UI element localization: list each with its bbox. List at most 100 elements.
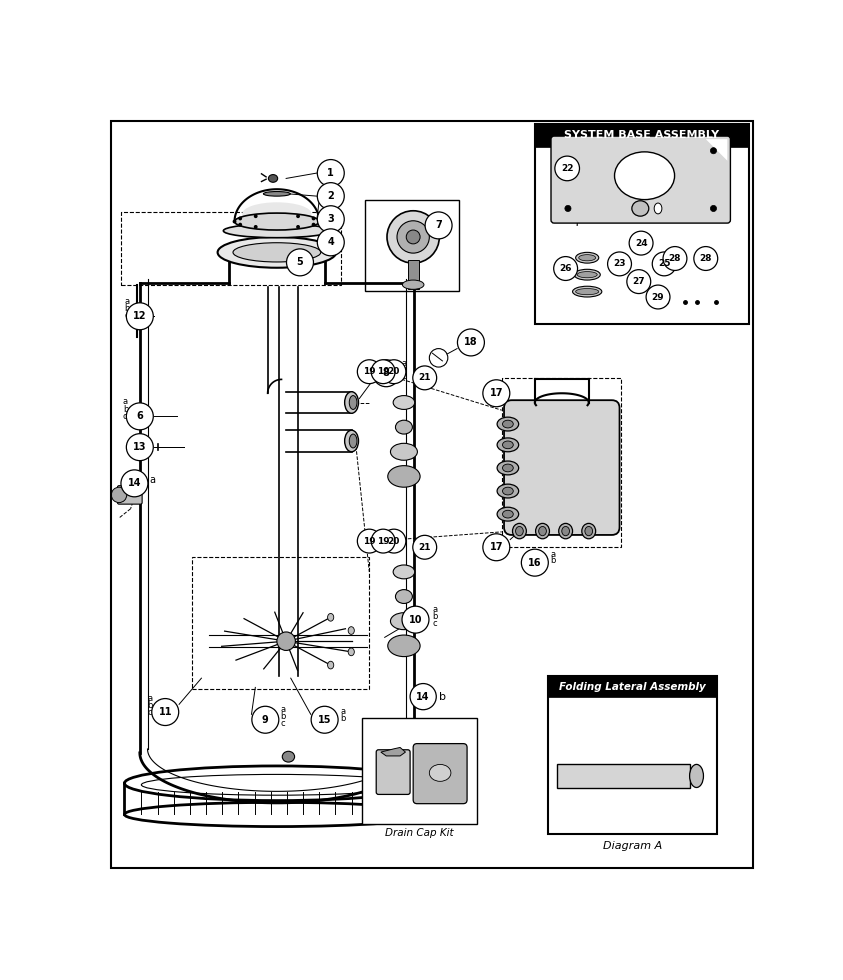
Text: 14: 14 xyxy=(416,692,430,702)
Text: 18: 18 xyxy=(464,337,478,348)
Ellipse shape xyxy=(223,223,330,238)
Circle shape xyxy=(711,206,717,212)
Ellipse shape xyxy=(242,202,312,225)
Ellipse shape xyxy=(654,203,662,214)
Text: 8: 8 xyxy=(383,368,389,378)
Text: 1: 1 xyxy=(327,168,334,178)
Text: b: b xyxy=(281,711,286,721)
Text: 28: 28 xyxy=(668,254,681,263)
Circle shape xyxy=(646,285,670,309)
Text: 27: 27 xyxy=(632,277,645,286)
Ellipse shape xyxy=(579,255,596,261)
Circle shape xyxy=(711,148,717,154)
Ellipse shape xyxy=(576,288,599,295)
Ellipse shape xyxy=(345,430,358,452)
Text: b: b xyxy=(123,405,128,414)
Bar xyxy=(557,764,690,788)
Ellipse shape xyxy=(387,211,439,264)
Text: Diagram A: Diagram A xyxy=(603,842,663,852)
Text: c: c xyxy=(401,372,406,381)
Circle shape xyxy=(296,225,300,228)
Text: c: c xyxy=(432,618,437,628)
Circle shape xyxy=(239,217,242,221)
Ellipse shape xyxy=(502,487,513,495)
Bar xyxy=(534,123,749,147)
Text: 3: 3 xyxy=(327,215,334,224)
Ellipse shape xyxy=(395,590,412,604)
Text: 20: 20 xyxy=(388,368,400,376)
Text: 20: 20 xyxy=(388,537,400,546)
Ellipse shape xyxy=(233,243,321,262)
Bar xyxy=(408,260,419,289)
Bar xyxy=(362,718,477,824)
Text: c: c xyxy=(148,709,152,717)
Text: a: a xyxy=(550,550,556,559)
Circle shape xyxy=(608,252,631,275)
Ellipse shape xyxy=(632,201,649,217)
Ellipse shape xyxy=(502,511,513,518)
Ellipse shape xyxy=(390,612,417,630)
Circle shape xyxy=(425,212,452,239)
Ellipse shape xyxy=(576,253,599,264)
Circle shape xyxy=(652,252,676,275)
Circle shape xyxy=(429,349,448,368)
Text: c: c xyxy=(123,413,127,421)
Ellipse shape xyxy=(513,523,526,539)
Circle shape xyxy=(254,225,258,228)
Text: a: a xyxy=(315,249,320,258)
Text: 17: 17 xyxy=(490,542,503,553)
Circle shape xyxy=(382,360,405,383)
Text: c: c xyxy=(281,719,286,728)
Text: b: b xyxy=(315,257,320,266)
Text: b: b xyxy=(432,612,438,621)
Text: 13: 13 xyxy=(133,442,147,452)
Polygon shape xyxy=(381,748,405,756)
Ellipse shape xyxy=(390,443,417,461)
Circle shape xyxy=(410,684,437,710)
Ellipse shape xyxy=(574,270,600,280)
Ellipse shape xyxy=(349,396,357,410)
Circle shape xyxy=(252,707,279,733)
Text: 25: 25 xyxy=(658,260,670,269)
Ellipse shape xyxy=(577,271,597,277)
Ellipse shape xyxy=(395,420,412,434)
Ellipse shape xyxy=(690,764,703,788)
Circle shape xyxy=(126,434,153,461)
Ellipse shape xyxy=(585,526,593,536)
Polygon shape xyxy=(706,139,728,161)
Text: 24: 24 xyxy=(635,238,647,248)
Circle shape xyxy=(373,360,400,387)
Circle shape xyxy=(371,360,395,383)
Text: b: b xyxy=(340,714,346,723)
Circle shape xyxy=(311,707,338,733)
Circle shape xyxy=(126,403,153,430)
Circle shape xyxy=(357,360,381,383)
Circle shape xyxy=(317,220,321,223)
Text: 21: 21 xyxy=(418,543,431,552)
Ellipse shape xyxy=(393,396,415,410)
Ellipse shape xyxy=(388,635,420,657)
Ellipse shape xyxy=(572,286,602,297)
Ellipse shape xyxy=(328,613,334,621)
Circle shape xyxy=(152,699,179,725)
Text: a: a xyxy=(401,359,407,368)
Text: a: a xyxy=(150,475,156,485)
Circle shape xyxy=(317,160,344,186)
Text: 19: 19 xyxy=(363,368,376,376)
Ellipse shape xyxy=(535,523,550,539)
Circle shape xyxy=(663,247,687,270)
Text: 2: 2 xyxy=(327,191,334,201)
Ellipse shape xyxy=(615,152,674,200)
Circle shape xyxy=(458,329,485,356)
Circle shape xyxy=(483,534,510,561)
Circle shape xyxy=(554,257,577,280)
Circle shape xyxy=(565,206,571,212)
Text: 4: 4 xyxy=(327,237,334,247)
Circle shape xyxy=(483,380,510,407)
Bar xyxy=(548,676,717,834)
Circle shape xyxy=(627,270,651,294)
Bar xyxy=(365,200,459,291)
Circle shape xyxy=(402,607,429,633)
Ellipse shape xyxy=(282,752,294,762)
Ellipse shape xyxy=(502,465,513,471)
